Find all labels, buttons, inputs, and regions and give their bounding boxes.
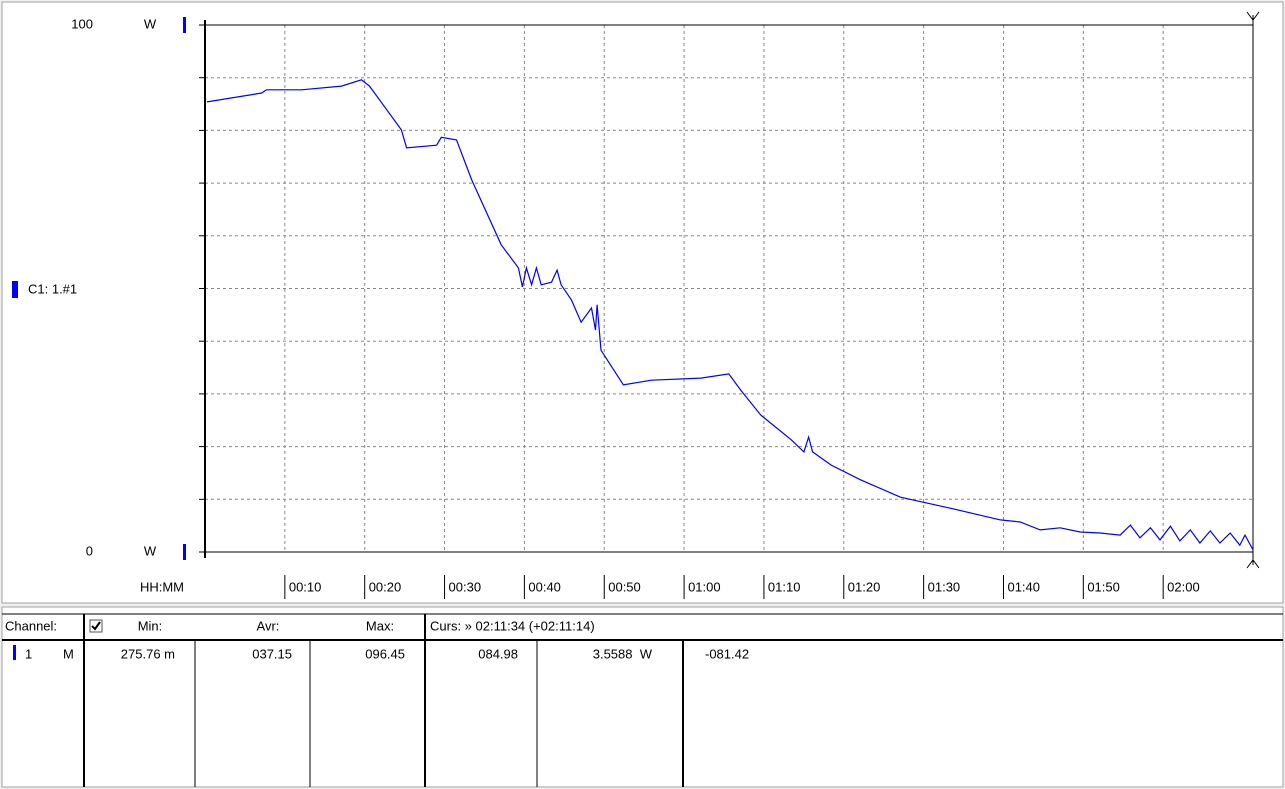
- header-cell: Max:: [366, 618, 394, 633]
- x-axis-label: HH:MM: [140, 579, 184, 594]
- y-unit: W: [144, 543, 157, 558]
- table-cell: 084.98: [478, 646, 518, 661]
- table-cell: -081.42: [705, 646, 749, 661]
- x-tick-label: 00:10: [289, 579, 322, 594]
- chart: 0 W 100 W HH:MM 00:10 00:20 00:30 00:40 00:50 01:0…: [12, 11, 1260, 599]
- x-tick-label: 01:50: [1087, 579, 1120, 594]
- table-cell: M: [63, 646, 74, 661]
- checkmark: [91, 621, 101, 631]
- y-marker: [183, 17, 186, 33]
- legend-label: C1: 1.#1: [28, 281, 77, 296]
- cursor-marker: [1246, 11, 1260, 569]
- y-marker: [183, 544, 186, 560]
- y-unit: W: [144, 16, 157, 31]
- x-tick-label: 02:00: [1167, 579, 1200, 594]
- table-cell: 1: [25, 646, 32, 661]
- x-tick-label: 00:40: [528, 579, 561, 594]
- table-cell: 275.76 m: [121, 646, 175, 661]
- chart-panel: [1, 1, 1284, 604]
- x-tick-label: 01:30: [928, 579, 961, 594]
- header-cell: Curs: » 02:11:34 (+02:11:14): [430, 618, 595, 633]
- header-cell: Min:: [138, 618, 163, 633]
- x-tick-label: 01:10: [768, 579, 801, 594]
- x-tick-label: 01:00: [688, 579, 721, 594]
- legend-swatch: [12, 281, 18, 298]
- channel-table: Channel: Min: Avr: Max: Curs: » 02:11:34 (+0…: [2, 613, 1283, 787]
- x-tick-label: 00:20: [369, 579, 402, 594]
- y-tick-label: 100: [71, 16, 93, 31]
- x-tick-label: 00:30: [449, 579, 482, 594]
- header-cell: Avr:: [257, 618, 280, 633]
- y-tick-label: 0: [86, 543, 93, 558]
- x-tick-label: 00:50: [608, 579, 641, 594]
- x-tick-label: 01:40: [1007, 579, 1040, 594]
- header-cell: Channel:: [5, 618, 57, 633]
- table-panel: [1, 606, 1284, 788]
- channel-color: [13, 645, 16, 660]
- table-cell: 096.45: [365, 646, 405, 661]
- table-cell: 037.15: [252, 646, 292, 661]
- x-tick-label: 01:20: [848, 579, 881, 594]
- table-cell: 3.5588 W: [593, 646, 653, 661]
- series-line: [206, 79, 1254, 551]
